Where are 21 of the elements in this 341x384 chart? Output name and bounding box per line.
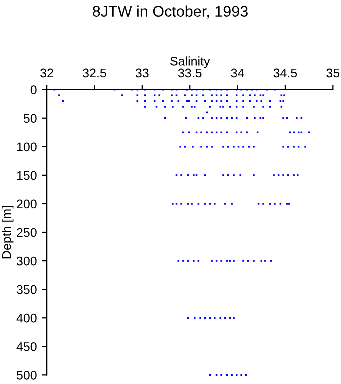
y-axis-title: Depth [m] [2, 206, 14, 259]
y-tick-label: 0 [30, 86, 37, 95]
y-tick-label: 150 [17, 171, 37, 180]
y-tick-label: 450 [16, 342, 37, 352]
x-tick-label: 32.5 [83, 68, 106, 78]
x-tick-label: 34.5 [274, 68, 298, 78]
y-tick-label: 500 [16, 370, 37, 380]
y-tick-label: 350 [16, 285, 37, 294]
x-tick-label: 33.5 [178, 68, 202, 78]
x-tick-label: 33 [136, 68, 149, 78]
chart-title: 8JTW in October, 1993 [93, 6, 248, 19]
x-tick-label: 35 [326, 68, 340, 78]
y-tick-label: 400 [16, 314, 37, 323]
y-tick-label: 100 [17, 142, 37, 152]
x-tick-label: 34 [231, 68, 244, 78]
y-tick-label: 250 [17, 228, 37, 238]
y-tick-label: 300 [16, 256, 37, 266]
x-tick-label: 32 [40, 68, 54, 78]
y-tick-label: 200 [17, 200, 37, 209]
x-axis-title: Salinity [170, 56, 210, 68]
y-tick-label: 50 [24, 114, 37, 124]
